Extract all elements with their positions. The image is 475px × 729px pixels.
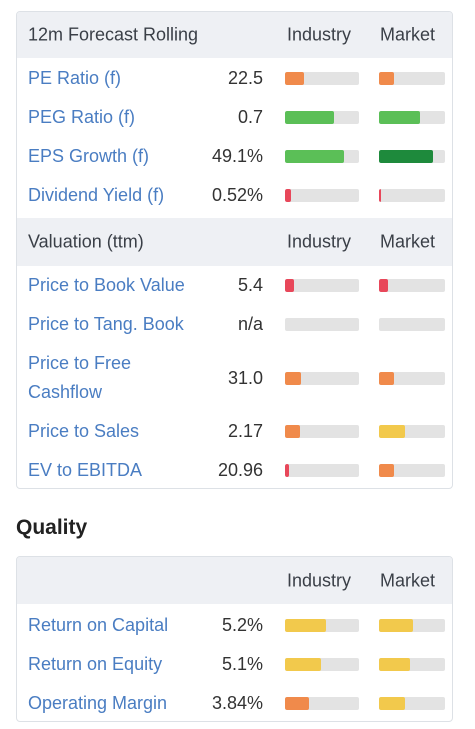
peg-ratio-market-bar: [379, 111, 445, 124]
bar-fill: [379, 658, 411, 671]
row-peg-ratio: PEG Ratio (f) 0.7: [17, 102, 452, 134]
bar-fill: [285, 464, 290, 477]
ev-to-ebitda-industry-bar: [285, 464, 359, 477]
ev-to-ebitda-market-bar: [379, 464, 445, 477]
price-to-sales-market-bar: [379, 425, 445, 438]
price-to-free-cashflow-value: 31.0: [227, 368, 263, 388]
bar-fill: [285, 111, 334, 124]
price-to-tang-book-link[interactable]: Price to Tang. Book: [28, 314, 184, 334]
quality-header: Industry Market: [17, 557, 452, 604]
row-return-on-capital: Return on Capital 5.2%: [17, 610, 452, 642]
pe-ratio-industry-bar: [285, 72, 359, 85]
peg-ratio-industry-bar: [285, 111, 359, 124]
bar-fill: [285, 279, 294, 292]
valuation-title: Valuation (ttm): [28, 231, 144, 252]
bar-fill: [285, 425, 300, 438]
dividend-yield-value: 0.52%: [211, 185, 263, 205]
dividend-yield-market-bar: [379, 189, 445, 202]
price-to-free-cashflow-industry-bar: [285, 372, 359, 385]
bar-fill: [379, 464, 394, 477]
price-to-tang-book-industry-bar: [285, 318, 359, 331]
bar-fill: [379, 72, 394, 85]
peg-ratio-link[interactable]: PEG Ratio (f): [28, 107, 136, 127]
return-on-equity-value: 5.1%: [221, 654, 263, 674]
operating-margin-value: 3.84%: [211, 693, 263, 713]
row-eps-growth: EPS Growth (f) 49.1%: [17, 141, 452, 173]
forecast-industry-col: Industry: [287, 24, 352, 45]
bar-fill: [379, 279, 388, 292]
price-to-sales-industry-bar: [285, 425, 359, 438]
operating-margin-link[interactable]: Operating Margin: [28, 693, 168, 713]
bar-fill: [285, 150, 345, 163]
peg-ratio-value: 0.7: [237, 107, 263, 127]
bar-fill: [379, 372, 395, 385]
row-price-to-book: Price to Book Value 5.4: [17, 270, 452, 302]
price-to-book-market-bar: [379, 279, 445, 292]
return-on-capital-industry-bar: [285, 619, 359, 632]
valuation-market-col: Market: [380, 231, 436, 252]
price-to-book-link[interactable]: Price to Book Value: [28, 275, 185, 295]
forecast-market-col: Market: [380, 24, 436, 45]
pe-ratio-value: 22.5: [227, 68, 263, 88]
return-on-equity-market-bar: [379, 658, 445, 671]
row-ev-to-ebitda: EV to EBITDA 20.96: [17, 455, 452, 487]
bar-fill: [379, 425, 406, 438]
operating-margin-industry-bar: [285, 697, 359, 710]
price-to-tang-book-market-bar: [379, 318, 445, 331]
eps-growth-link[interactable]: EPS Growth (f): [28, 146, 150, 166]
label-line-2: Cashflow: [28, 382, 103, 402]
valuation-header: Valuation (ttm) Industry Market: [17, 218, 452, 266]
dividend-yield-link[interactable]: Dividend Yield (f): [28, 185, 165, 205]
price-to-tang-book-value: n/a: [237, 314, 263, 334]
return-on-capital-value: 5.2%: [221, 615, 263, 635]
quality-market-col: Market: [380, 570, 436, 590]
bar-fill: [285, 189, 291, 202]
return-on-equity-link[interactable]: Return on Equity: [28, 654, 163, 674]
quality-industry-col: Industry: [287, 570, 352, 590]
row-price-to-tang-book: Price to Tang. Book n/a: [17, 309, 452, 341]
valuation-metrics-card: 12m Forecast Rolling Industry Market PE …: [16, 11, 453, 489]
bar-fill: [285, 72, 304, 85]
quality-card: Industry Market Return on Capital 5.2% R…: [16, 556, 453, 722]
dividend-yield-industry-bar: [285, 189, 359, 202]
ev-to-ebitda-value: 20.96: [217, 460, 263, 480]
price-to-book-industry-bar: [285, 279, 359, 292]
price-to-free-cashflow-market-bar: [379, 372, 445, 385]
valuation-industry-col: Industry: [287, 231, 352, 252]
label-line-1: Price to Free: [28, 353, 132, 373]
forecast-header: 12m Forecast Rolling Industry Market: [17, 12, 452, 58]
pe-ratio-market-bar: [379, 72, 445, 85]
bar-fill: [379, 619, 414, 632]
price-to-book-value: 5.4: [237, 275, 263, 295]
bar-fill: [379, 697, 406, 710]
return-on-capital-link[interactable]: Return on Capital: [28, 615, 169, 635]
ev-to-ebitda-link[interactable]: EV to EBITDA: [28, 460, 143, 480]
bar-fill: [285, 697, 310, 710]
row-price-to-free-cashflow: Price to Free Cashflow 31.0: [17, 348, 452, 408]
forecast-title: 12m Forecast Rolling: [28, 24, 199, 45]
return-on-capital-market-bar: [379, 619, 445, 632]
quality-heading: Quality: [16, 516, 88, 539]
bar-fill: [379, 150, 434, 163]
bar-fill: [379, 111, 420, 124]
eps-growth-industry-bar: [285, 150, 359, 163]
price-to-free-cashflow-link[interactable]: Price to Free Cashflow: [28, 349, 131, 407]
row-pe-ratio: PE Ratio (f) 22.5: [17, 63, 452, 95]
price-to-sales-link[interactable]: Price to Sales: [28, 421, 140, 441]
pe-ratio-link[interactable]: PE Ratio (f): [28, 68, 122, 88]
eps-growth-value: 49.1%: [211, 146, 263, 166]
bar-fill: [285, 372, 302, 385]
operating-margin-market-bar: [379, 697, 445, 710]
row-operating-margin: Operating Margin 3.84%: [17, 688, 452, 720]
row-price-to-sales: Price to Sales 2.17: [17, 416, 452, 448]
price-to-sales-value: 2.17: [227, 421, 263, 441]
bar-fill: [285, 658, 321, 671]
bar-fill: [285, 619, 326, 632]
eps-growth-market-bar: [379, 150, 445, 163]
row-return-on-equity: Return on Equity 5.1%: [17, 649, 452, 681]
bar-fill: [379, 189, 381, 202]
return-on-equity-industry-bar: [285, 658, 359, 671]
row-dividend-yield: Dividend Yield (f) 0.52%: [17, 180, 452, 212]
